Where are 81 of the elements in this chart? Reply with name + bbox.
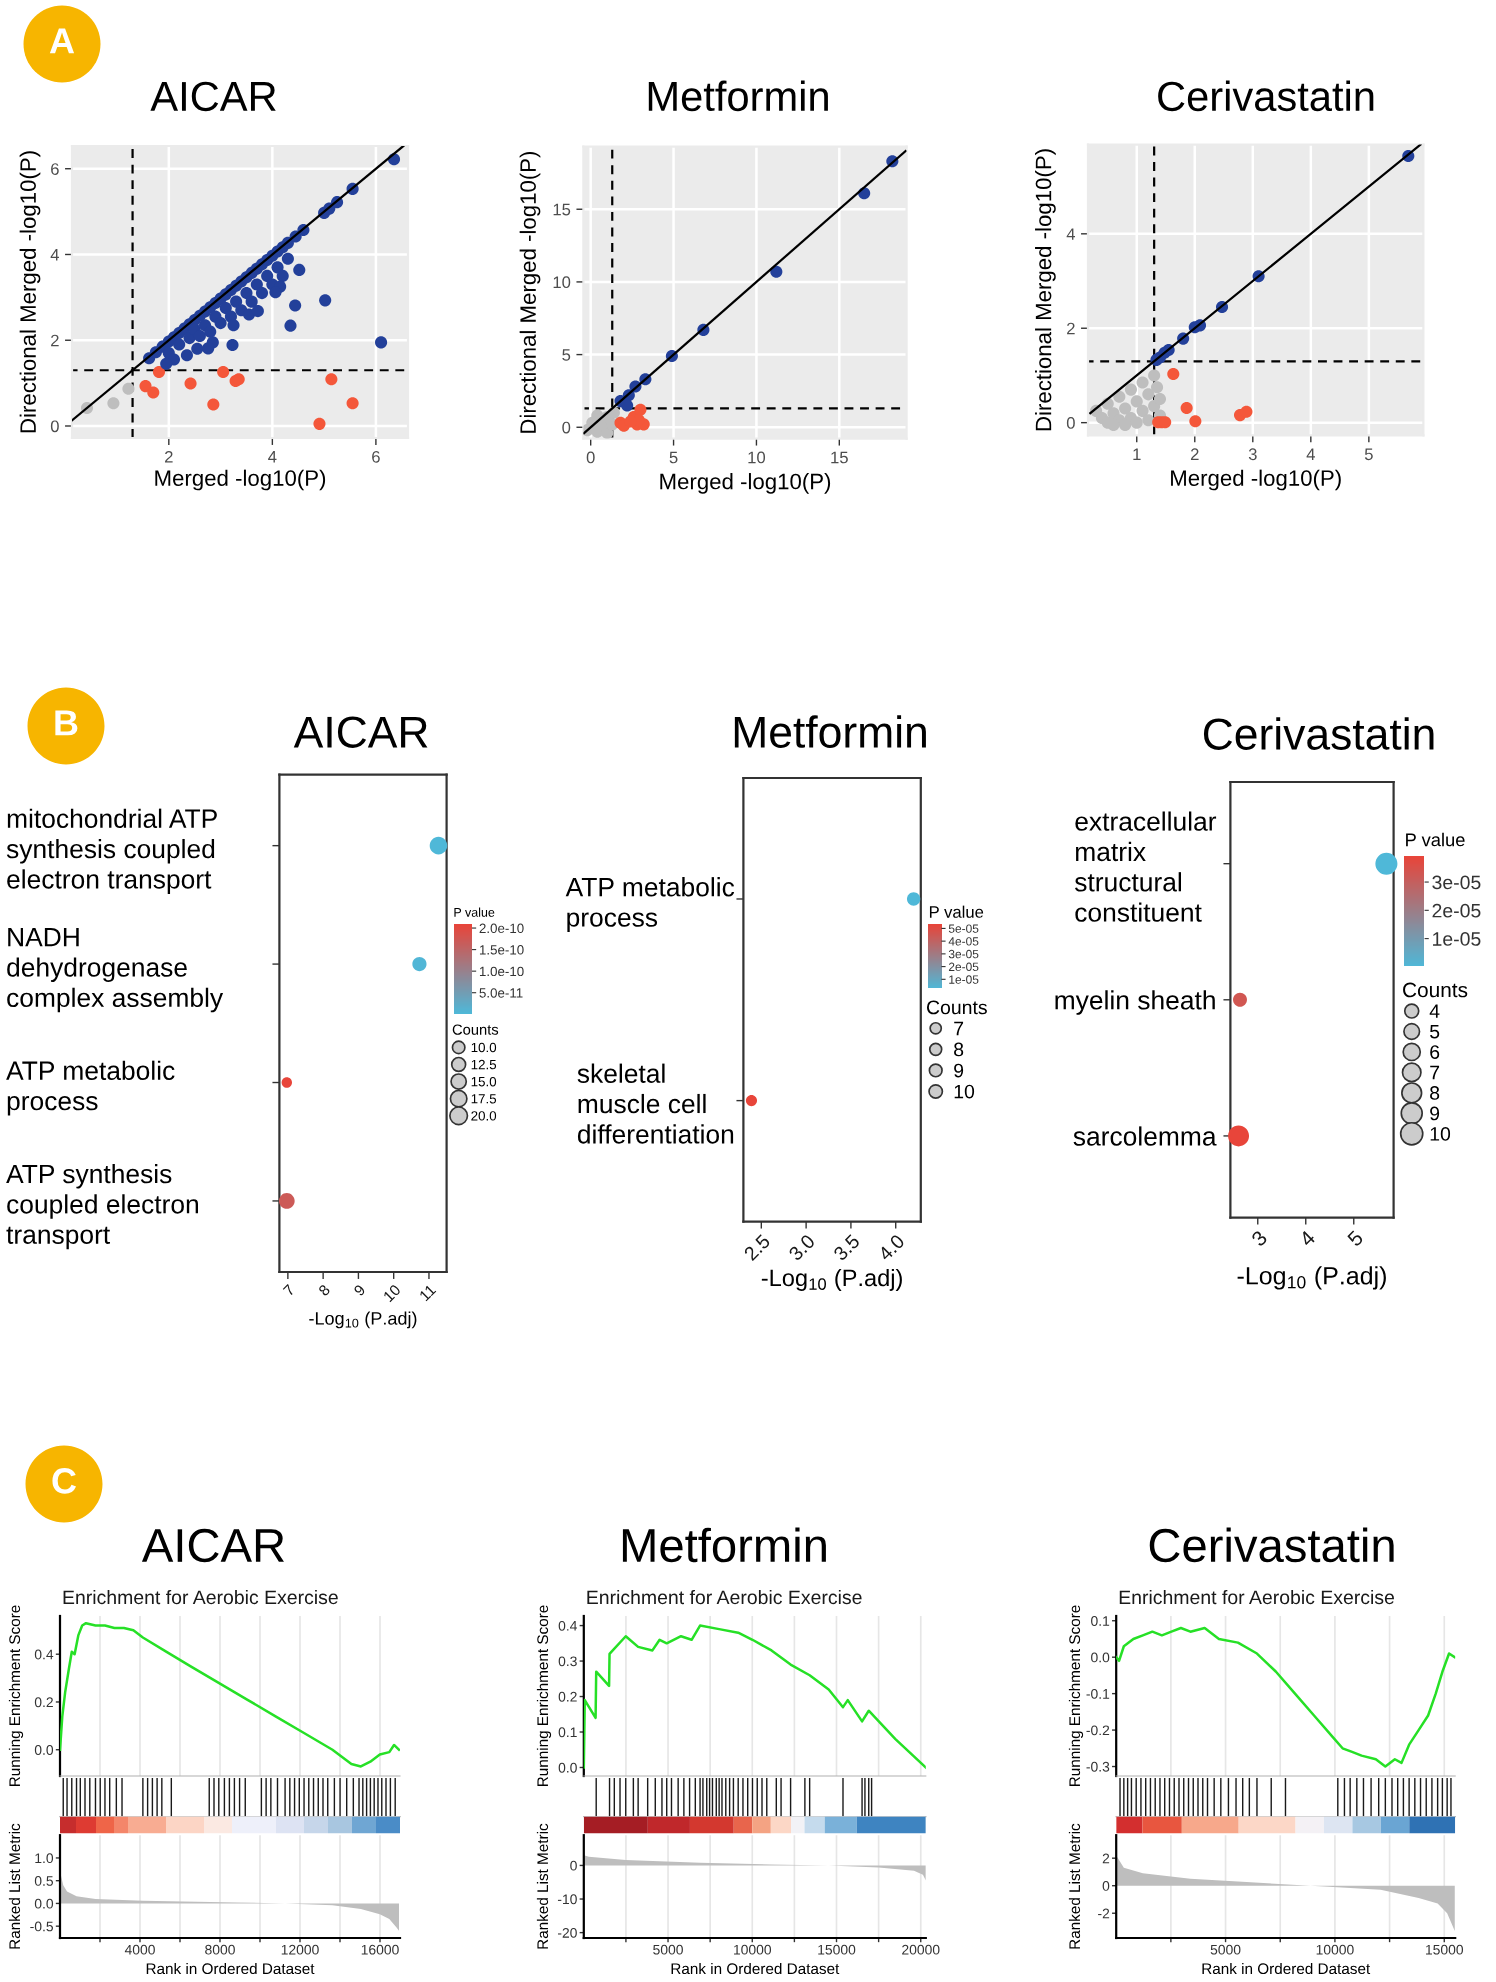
legend-label: 5 bbox=[1430, 1024, 1440, 1039]
x-axis-title: -Log$_{10}$ (P.adj) bbox=[1237, 1266, 1386, 1290]
y-tick-label: sarcolemma bbox=[1073, 1126, 1217, 1146]
chart-subtitle: Enrichment for Aerobic Exercise bbox=[587, 1589, 862, 1605]
color-bar-title: P value bbox=[1406, 832, 1465, 847]
chart-title: AICAR bbox=[141, 1528, 284, 1563]
legend-label: 10 bbox=[1430, 1127, 1451, 1141]
y-axis-title: Directional Merged -log10(P) bbox=[19, 151, 41, 433]
color-bar-label: 3e-05 bbox=[1432, 875, 1481, 890]
x-tick-label: 0 bbox=[586, 451, 595, 464]
y-tick-label: extracellular matrix structural constituent bbox=[1074, 811, 1217, 922]
y-tick-label: mitochondrial ATP synthesis coupled electron transport bbox=[6, 808, 217, 894]
x-axis-title: Merged -log10(P) bbox=[1171, 469, 1341, 491]
y-tick-label: skeletal muscle cell differentiation bbox=[577, 1063, 734, 1144]
chart-title: Metformin bbox=[622, 1527, 826, 1563]
y-tick-label: NADH dehydrogenase complex assembly bbox=[7, 928, 224, 1013]
chart-title: AICAR bbox=[293, 716, 428, 748]
x-tick-label: 2 bbox=[165, 450, 173, 463]
text: B bbox=[55, 710, 78, 736]
legend-label: 8 bbox=[1430, 1086, 1440, 1100]
chart-title: Cerivastatin bbox=[1203, 717, 1434, 750]
chart-subtitle: Enrichment for Aerobic Exercise bbox=[1119, 1589, 1394, 1605]
legend-label: 9 bbox=[1430, 1106, 1440, 1121]
x-tick-label: 10 bbox=[748, 451, 766, 464]
y-tick-label: 6 bbox=[51, 163, 59, 175]
legend-title: Counts bbox=[926, 1000, 987, 1015]
x-axis-title: Merged -log10(P) bbox=[155, 469, 326, 491]
y-axis-title: Directional Merged -log10(P) bbox=[1035, 149, 1056, 431]
x-tick-label: 3.0 bbox=[787, 1233, 816, 1262]
text: C bbox=[52, 1468, 77, 1494]
chart-title: AICAR bbox=[150, 81, 276, 112]
x-tick-label: 5 bbox=[1364, 448, 1373, 461]
y-tick-label: 0 bbox=[1066, 417, 1075, 429]
x-tick-label: 3 bbox=[1248, 448, 1257, 461]
x-tick-label: 4 bbox=[268, 451, 277, 463]
x-axis-title: Merged -log10(P) bbox=[660, 473, 831, 494]
y-tick-label: 2 bbox=[51, 334, 59, 347]
chart-title: Metformin bbox=[648, 80, 828, 112]
x-tick-label: 5 bbox=[669, 451, 678, 464]
y-tick-label: 0 bbox=[562, 421, 571, 434]
x-tick-label: 5 bbox=[1346, 1229, 1364, 1248]
y-tick-label: ATP metabolic process bbox=[6, 1060, 175, 1116]
legend-label: 8 bbox=[954, 1042, 964, 1057]
chart-title: Cerivastatin bbox=[1158, 80, 1374, 112]
x-tick-label: 3 bbox=[1250, 1229, 1268, 1248]
text: A bbox=[49, 28, 75, 54]
legend-label: 7 bbox=[1430, 1065, 1440, 1080]
color-bar-title: P value bbox=[929, 905, 984, 918]
x-axis-title: -Log$_{10}$ (P.adj) bbox=[761, 1268, 902, 1291]
x-tick-label: 1 bbox=[1133, 448, 1141, 460]
chart-title: Metformin bbox=[734, 715, 926, 748]
chart-title: Cerivastatin bbox=[1149, 1527, 1394, 1563]
y-tick-label: myelin sheath bbox=[1055, 990, 1215, 1015]
x-tick-label: 6 bbox=[372, 450, 380, 463]
color-bar-label: 2e-05 bbox=[1432, 903, 1481, 918]
x-tick-label: 2.5 bbox=[743, 1233, 771, 1262]
x-tick-label: 4 bbox=[1306, 448, 1315, 460]
y-tick-label: 4 bbox=[50, 249, 60, 261]
legend-label: 4 bbox=[1429, 1004, 1440, 1018]
y-tick-label: 15 bbox=[553, 203, 571, 216]
chart-subtitle: Enrichment for Aerobic Exercise bbox=[63, 1589, 338, 1605]
y-tick-label: 5 bbox=[562, 349, 571, 361]
y-tick-label: ATP metabolic process bbox=[565, 877, 735, 933]
legend-label: 7 bbox=[954, 1021, 964, 1036]
x-axis-title: -Log$_{10}$ (P.adj) bbox=[309, 1311, 417, 1329]
x-tick-label: 15 bbox=[831, 451, 848, 464]
legend-title: Counts bbox=[1403, 982, 1468, 998]
x-tick-label: 2 bbox=[1190, 448, 1199, 460]
y-tick-label: 10 bbox=[553, 276, 571, 289]
legend-label: 10 bbox=[954, 1084, 975, 1099]
x-tick-label: 4 bbox=[1298, 1229, 1317, 1248]
y-tick-label: 2 bbox=[1067, 322, 1075, 335]
y-tick-label: 4 bbox=[1066, 228, 1076, 240]
color-bar-label: 1e-05 bbox=[1433, 932, 1481, 946]
legend-label: 6 bbox=[1430, 1045, 1440, 1059]
y-tick-label: 0 bbox=[50, 420, 59, 433]
x-tick-label: 4.0 bbox=[877, 1233, 906, 1262]
y-tick-label: ATP synthesis coupled electron transport bbox=[6, 1163, 199, 1250]
y-axis-title: Directional Merged -log10(P) bbox=[519, 151, 541, 433]
x-tick-label: 3.5 bbox=[832, 1233, 861, 1262]
legend-label: 9 bbox=[954, 1063, 964, 1078]
